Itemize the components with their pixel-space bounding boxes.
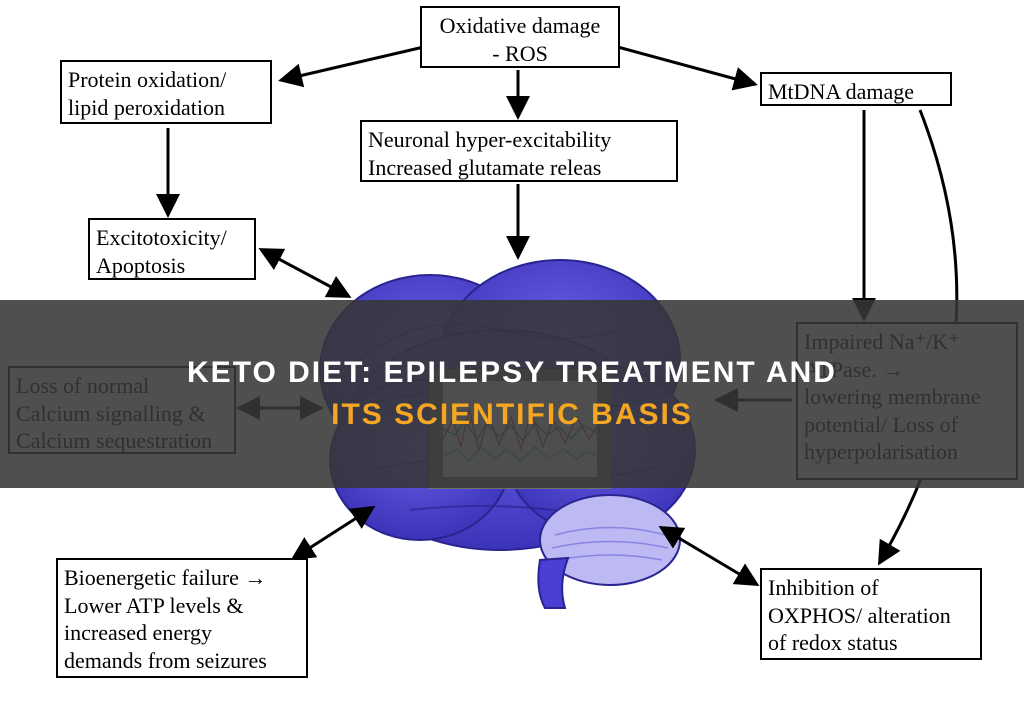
- node-protein-oxidation: Protein oxidation/lipid peroxidation: [60, 60, 272, 124]
- node-oxphos: Inhibition ofOXPHOS/ alterationof redox …: [760, 568, 982, 660]
- overlay-line1: KETO DIET: EPILEPSY TREATMENT AND: [187, 356, 837, 389]
- diagram-canvas: Oxidative damage- ROS Protein oxidation/…: [0, 0, 1024, 701]
- node-mtdna: MtDNA damage: [760, 72, 952, 106]
- node-excitotoxicity: Excitotoxicity/Apoptosis: [88, 218, 256, 280]
- overlay-line2: ITS SCIENTIFIC BASIS: [331, 398, 693, 431]
- node-bioenergetic: Bioenergetic failure →Lower ATP levels &…: [56, 558, 308, 678]
- node-ros: Oxidative damage- ROS: [420, 6, 620, 68]
- title-overlay: KETO DIET: EPILEPSY TREATMENT AND ITS SC…: [0, 300, 1024, 488]
- node-neuronal: Neuronal hyper-excitabilityIncreased glu…: [360, 120, 678, 182]
